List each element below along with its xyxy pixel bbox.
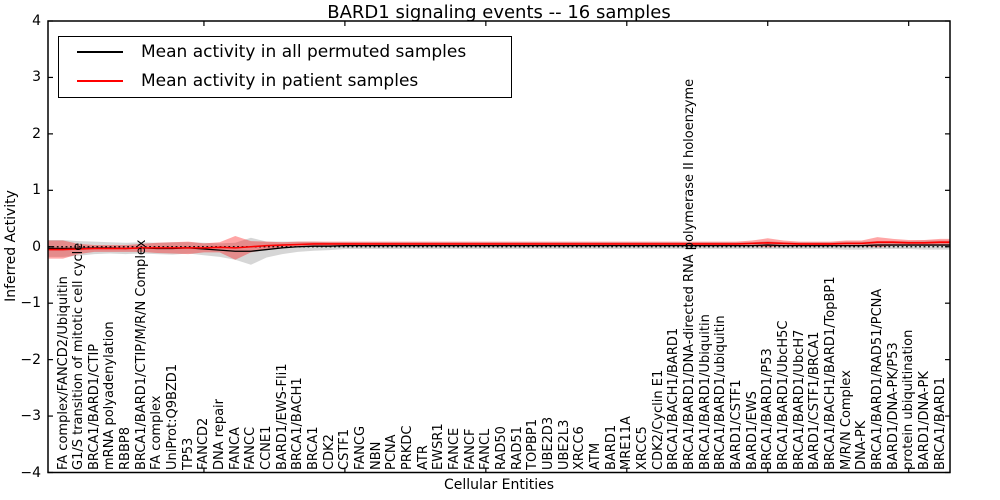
x-tick-label: FANCE: [447, 427, 463, 470]
x-tick-label: EWSR1: [431, 422, 447, 470]
x-tick-label: FANCL: [478, 428, 494, 470]
x-tick-label: FANCA: [227, 426, 243, 470]
x-tick-label: CDK2/Cyclin E1: [650, 369, 666, 470]
x-tick-label: BRCA1/BARD1/DNA-directed RNA polymerase …: [681, 78, 697, 470]
y-tick-label: −3: [20, 408, 41, 425]
x-tick-label: BARD1/DNA-PK/P53: [885, 341, 901, 470]
x-tick-label: BRCA1/BARD1/UbcH5C: [775, 320, 791, 470]
legend-item: Mean activity in all permuted samples: [59, 37, 511, 66]
x-tick-label: BARD1/CSTF1: [728, 378, 744, 470]
x-tick-label: ATM: [587, 442, 603, 470]
x-tick-label: UniProt:Q9BZD1: [165, 363, 181, 470]
x-tick-label: FA complex/FANCD2/Ubiquitin: [55, 275, 71, 470]
y-tick-label: 2: [32, 125, 41, 142]
x-tick-label: BRCA1/BARD1/P53: [760, 347, 776, 470]
legend-item-label: Mean activity in patient samples: [141, 70, 419, 91]
legend-item-label: Mean activity in all permuted samples: [141, 41, 467, 62]
x-tick-label: UBE2D3: [540, 416, 556, 470]
x-tick-label: BRCA1/BARD1/CTIP/M/R/N Complex: [133, 239, 149, 470]
x-tick-label: ATR: [415, 444, 431, 470]
y-tick-label: −4: [20, 464, 41, 481]
x-tick-label: protein ubiquitination: [901, 329, 917, 470]
x-tick-label: BRCA1/BARD1/UbcH7: [791, 329, 807, 470]
x-tick-label: CSTF1: [337, 428, 353, 470]
y-tick-label: −2: [20, 351, 41, 368]
x-tick-label: G1/S transition of mitotic cell cycle: [71, 242, 87, 470]
x-tick-label: BRCA1/BARD1: [932, 376, 948, 470]
x-tick-label: XRCC6: [572, 425, 588, 470]
x-tick-label: BRCA1/BACH1/BARD1/TopBP1: [822, 276, 838, 470]
y-tick-label: −1: [20, 295, 41, 312]
y-tick-label: 1: [32, 182, 41, 199]
x-tick-label: BARD1: [603, 424, 619, 470]
x-tick-label: BRCA1/BACH1: [290, 376, 306, 470]
x-tick-label: BRCA1/BACH1/BARD1: [666, 327, 682, 470]
legend-line-swatch: [77, 50, 123, 53]
patient-mean-line: [48, 241, 950, 251]
x-tick-label: FANCC: [243, 426, 259, 470]
x-axis-label: Cellular Entities: [443, 477, 555, 493]
y-tick-label: 4: [32, 13, 41, 29]
patient-samples-std-band: [48, 236, 950, 260]
x-tick-label: FANCG: [353, 425, 369, 470]
x-tick-label: PCNA: [384, 433, 400, 470]
x-tick-label: CCNE1: [259, 425, 275, 470]
x-tick-label: BRCA1/BARD1/RAD51/PCNA: [869, 288, 885, 470]
x-tick-label: FANCF: [462, 428, 478, 470]
x-tick-label: CDK2: [321, 433, 337, 470]
x-tick-label: BARD1/EWS: [744, 390, 760, 470]
x-tick-label: RBBP8: [118, 426, 134, 470]
x-tick-label: RAD50: [494, 425, 509, 470]
y-tick-label: 0: [32, 238, 41, 255]
y-tick-label: 3: [32, 69, 41, 86]
x-tick-label: TOPBP1: [525, 418, 541, 470]
x-tick-label: mRNA polyadenylation: [102, 320, 118, 470]
x-tick-label: BARD1/DNA-PK: [916, 370, 932, 470]
x-tick-label: DNA-PK: [854, 420, 870, 470]
x-tick-label: NBN: [368, 441, 384, 470]
x-tick-label: BRCA1: [306, 425, 322, 470]
y-axis-label: Inferred Activity: [3, 190, 19, 302]
x-tick-label: PRKDC: [400, 425, 416, 470]
x-tick-label: BRCA1/BARD1/CTIP: [86, 343, 102, 470]
x-tick-label: FA complex: [149, 395, 165, 470]
x-tick-label: TP53: [180, 437, 196, 470]
legend-item: Mean activity in patient samples: [59, 66, 511, 95]
x-tick-label: M/R/N Complex: [838, 369, 854, 470]
x-tick-label: RAD51: [509, 425, 525, 470]
x-tick-label: BRCA1/BARD1/ubiquitin: [713, 314, 729, 470]
x-tick-label: DNA repair: [212, 398, 228, 470]
x-tick-label: BRCA1/BARD1/Ubiquitin: [697, 313, 713, 470]
x-tick-label: BARD1/CSTF1/BRCA1: [807, 331, 823, 470]
chart-title: BARD1 signaling events -- 16 samples: [327, 2, 671, 23]
x-tick-label: BARD1/EWS-Fli1: [274, 363, 290, 470]
x-tick-label: MRE11A: [619, 415, 635, 470]
x-tick-label: FANCD2: [196, 417, 212, 470]
legend: Mean activity in all permuted samples Mea…: [58, 36, 512, 98]
legend-line-swatch: [77, 79, 123, 82]
x-tick-label: UBE2L3: [556, 419, 572, 470]
x-tick-label: XRCC5: [634, 425, 650, 470]
